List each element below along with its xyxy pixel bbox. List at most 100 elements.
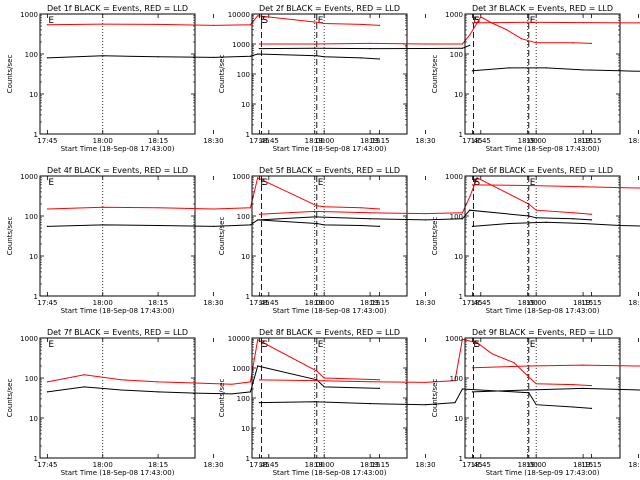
series-line-black bbox=[47, 219, 380, 227]
x-axis-label: Start Time (18-Sep-08 17:43:00) bbox=[61, 469, 175, 477]
x-axis-label: Start Time (18-Sep-08 17:43:00) bbox=[61, 307, 175, 315]
series-line-red bbox=[259, 338, 592, 387]
data-point bbox=[454, 380, 456, 382]
data-point bbox=[582, 21, 584, 24]
chart-title: Det 6f BLACK = Events, RED = LLD bbox=[472, 166, 613, 175]
data-point bbox=[424, 212, 427, 215]
y-tick-label: 1000 bbox=[232, 365, 250, 373]
data-point bbox=[469, 209, 471, 211]
data-point bbox=[323, 377, 325, 379]
y-axis-label: Counts/sec bbox=[6, 217, 14, 256]
data-point bbox=[316, 21, 318, 23]
data-point bbox=[257, 339, 259, 341]
y-tick-label: 10000 bbox=[228, 335, 250, 343]
y-tick-label: 1000 bbox=[232, 41, 250, 49]
interval-marker-label: E bbox=[473, 178, 479, 188]
x-axis-label: Start Time (18-Sep-08 17:43:00) bbox=[61, 145, 175, 153]
data-point bbox=[508, 222, 510, 225]
series-line-red bbox=[47, 339, 380, 385]
data-point bbox=[545, 67, 547, 69]
data-point bbox=[369, 403, 371, 405]
series-line-red bbox=[259, 177, 592, 215]
chart-title: Det 4f BLACK = Events, RED = LLD bbox=[47, 166, 188, 175]
y-tick-label: 100 bbox=[25, 375, 38, 383]
data-point bbox=[471, 184, 473, 186]
data-point bbox=[360, 57, 362, 59]
data-point bbox=[378, 208, 381, 210]
data-point bbox=[323, 22, 325, 25]
chart-title: Det 5f BLACK = Events, RED = LLD bbox=[259, 166, 400, 175]
data-point bbox=[323, 56, 325, 58]
data-point bbox=[424, 404, 427, 406]
data-point bbox=[572, 406, 574, 408]
y-tick-label: 100 bbox=[25, 51, 38, 59]
y-axis-label: Counts/sec bbox=[431, 379, 439, 418]
data-point bbox=[535, 209, 537, 211]
data-point bbox=[469, 196, 471, 198]
data-point bbox=[378, 387, 381, 389]
data-point bbox=[590, 219, 593, 221]
data-point bbox=[590, 407, 593, 410]
x-tick-label: 17:45 bbox=[37, 299, 57, 307]
x-tick-label: 19:15 bbox=[369, 137, 389, 145]
y-tick-label: 1 bbox=[246, 455, 250, 463]
data-point bbox=[369, 381, 371, 383]
interval-marker-label: E bbox=[48, 178, 54, 188]
data-point bbox=[461, 212, 463, 214]
data-point bbox=[424, 381, 427, 384]
series-line-black bbox=[472, 67, 640, 72]
x-tick-label: 18:45 bbox=[259, 299, 279, 307]
x-tick-label: 18:00 bbox=[93, 137, 113, 145]
x-tick-label: 18:00 bbox=[305, 461, 325, 469]
data-point bbox=[461, 338, 463, 340]
data-point bbox=[316, 370, 318, 372]
chart-title: Det 9f BLACK = Events, RED = LLD bbox=[472, 328, 613, 337]
data-point bbox=[157, 224, 159, 227]
y-tick-label: 100 bbox=[25, 213, 38, 221]
data-point bbox=[83, 374, 85, 376]
y-axis-label: Counts/sec bbox=[431, 55, 439, 94]
chart-panel-6: Det 6f BLACK = Events, RED = LLD Counts/s… bbox=[431, 166, 640, 315]
data-point bbox=[323, 206, 325, 208]
data-point bbox=[461, 47, 463, 49]
x-tick-label: 19:15 bbox=[581, 137, 601, 145]
y-tick-label: 10000 bbox=[228, 11, 250, 19]
series-line-black bbox=[259, 44, 470, 50]
data-point bbox=[46, 208, 48, 210]
y-tick-label: 10 bbox=[454, 91, 463, 99]
data-point bbox=[316, 222, 318, 225]
data-point bbox=[157, 207, 159, 209]
data-point bbox=[582, 364, 584, 366]
y-tick-label: 1 bbox=[459, 455, 463, 463]
data-point bbox=[258, 48, 260, 50]
x-tick-label: 19:15 bbox=[369, 461, 389, 469]
y-axis-label: Counts/sec bbox=[6, 379, 14, 418]
y-tick-label: 1000 bbox=[445, 173, 463, 181]
x-tick-label: 19:00 bbox=[526, 137, 546, 145]
data-point bbox=[157, 391, 159, 393]
data-point bbox=[469, 44, 471, 46]
series-line-red bbox=[47, 177, 380, 210]
data-point bbox=[527, 21, 529, 23]
data-point bbox=[535, 383, 537, 385]
y-tick-label: 1000 bbox=[20, 335, 38, 343]
chart-panel-7: Det 7f BLACK = Events, RED = LLD Counts/s… bbox=[6, 328, 390, 477]
x-tick-label: 18:00 bbox=[518, 299, 538, 307]
interval-marker-label: E bbox=[260, 340, 266, 350]
chart-title: Det 7f BLACK = Events, RED = LLD bbox=[47, 328, 188, 337]
y-tick-label: 1 bbox=[34, 293, 38, 301]
chart-panel-1: Det 1f BLACK = Events, RED = LLD Counts/s… bbox=[6, 4, 390, 153]
data-point bbox=[528, 392, 530, 394]
x-tick-label: 19:00 bbox=[314, 461, 334, 469]
y-tick-label: 10 bbox=[454, 415, 463, 423]
chart-panel-2: Det 2f BLACK = Events, RED = LLD Counts/s… bbox=[218, 4, 602, 153]
interval-marker-label: S bbox=[474, 16, 480, 26]
data-point bbox=[316, 205, 318, 207]
series-line-black bbox=[47, 365, 380, 395]
data-point bbox=[46, 57, 48, 59]
interval-marker-label: E bbox=[318, 340, 324, 350]
data-point bbox=[360, 207, 362, 209]
y-axis-label: Counts/sec bbox=[218, 217, 226, 256]
data-point bbox=[258, 213, 260, 215]
data-point bbox=[257, 177, 259, 179]
